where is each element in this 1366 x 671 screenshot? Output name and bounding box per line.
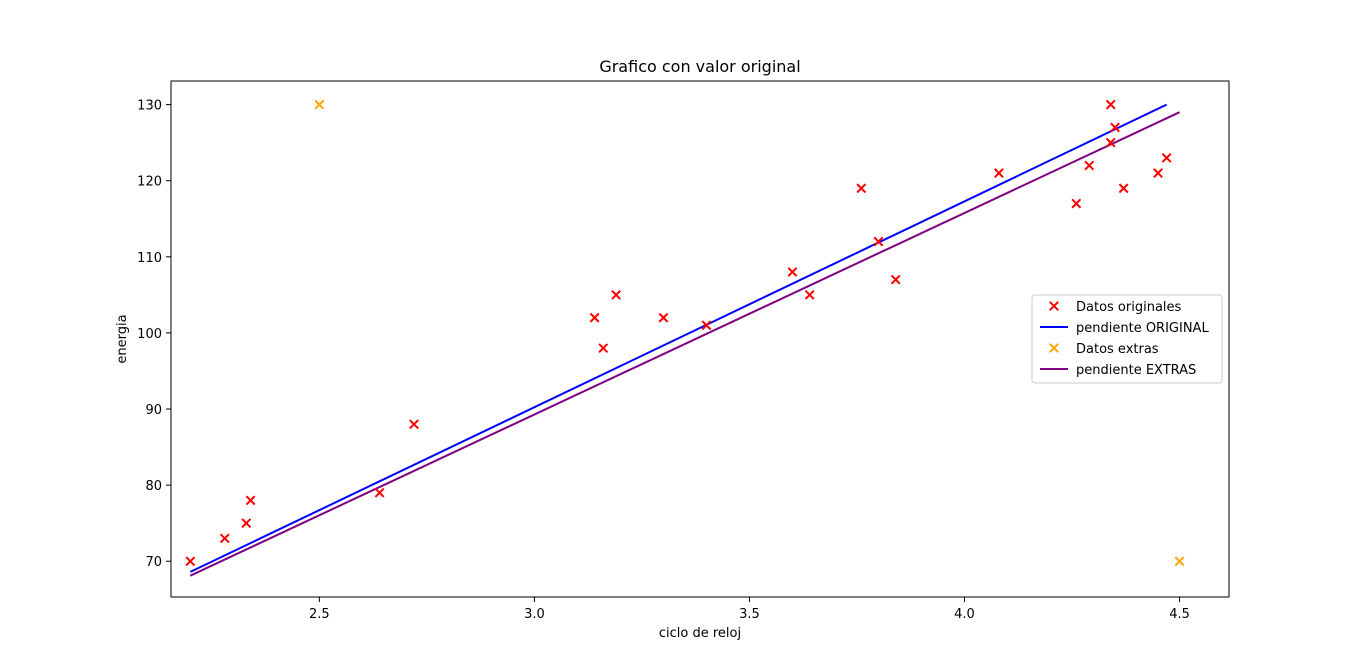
legend-label: Datos originales <box>1076 300 1182 315</box>
y-tick-label: 110 <box>137 251 162 266</box>
legend: Datos originales pendiente ORIGINAL Datos … <box>1031 294 1223 384</box>
datos-originales-point-22 <box>1118 183 1129 194</box>
datos-originales-point-15 <box>890 274 901 285</box>
datos-extras-point-0 <box>314 99 325 110</box>
datos-originales-point-11 <box>787 267 798 277</box>
legend-label: Datos extras <box>1076 342 1159 357</box>
datos-originales-point-20 <box>1105 137 1116 148</box>
y-tick-label: 100 <box>137 327 162 342</box>
datos-originales-point-6 <box>589 312 600 323</box>
legend-item-datos-extras: Datos extras <box>1049 342 1159 357</box>
legend-item-datos-originales: Datos originales <box>1049 300 1182 315</box>
legend-item-pendiente-original: pendiente ORIGINAL <box>1040 321 1209 336</box>
datos-originales-point-16 <box>993 168 1004 178</box>
y-tick-label: 90 <box>145 403 162 418</box>
datos-originales-point-7 <box>598 343 609 354</box>
datos-originales-point-21 <box>1110 122 1120 133</box>
datos-originales-point-4 <box>374 487 385 498</box>
datos-originales-point-19 <box>1105 99 1116 110</box>
legend-box <box>1031 294 1223 384</box>
x-axis-ticks: 2.5 3.0 3.5 4.0 4.5 <box>309 597 1190 622</box>
x-tick-label: 4.5 <box>1169 607 1190 622</box>
x-tick-label: 3.5 <box>739 607 760 622</box>
y-tick-label: 80 <box>145 479 162 494</box>
datos-originales-point-17 <box>1071 198 1082 209</box>
x-tick-label: 2.5 <box>309 607 330 622</box>
legend-item-pendiente-extras: pendiente EXTRAS <box>1040 363 1196 378</box>
x-axis-label: ciclo de reloj <box>659 626 741 641</box>
datos-extras-point-1 <box>1174 556 1185 567</box>
y-tick-label: 70 <box>145 555 162 570</box>
pendiente-original-line <box>189 103 1168 573</box>
datos-originales-point-10 <box>701 320 712 331</box>
x-tick-label: 4.0 <box>954 607 975 622</box>
datos-originales-point-23 <box>1153 168 1163 178</box>
pendiente-extras-line <box>189 111 1180 577</box>
datos-originales-point-2 <box>241 518 252 529</box>
legend-label: pendiente EXTRAS <box>1076 363 1196 378</box>
plot-frame <box>170 80 1230 598</box>
y-tick-label: 130 <box>137 99 162 114</box>
y-tick-label: 120 <box>137 175 162 190</box>
datos-originales-point-24 <box>1161 152 1172 163</box>
series-lines <box>189 103 1180 577</box>
datos-originales-point-5 <box>409 419 419 430</box>
chart-title: Grafico con valor original <box>599 57 800 76</box>
y-axis-label: energia <box>115 314 130 363</box>
datos-originales-point-1 <box>219 533 230 544</box>
datos-originales-point-14 <box>873 236 884 247</box>
datos-originales-point-12 <box>804 289 815 300</box>
datos-originales-point-0 <box>185 556 196 567</box>
datos-originales-point-13 <box>856 183 867 194</box>
series-points <box>185 99 1185 567</box>
datos-originales-point-9 <box>658 312 669 323</box>
x-tick-label: 3.0 <box>524 607 545 622</box>
legend-label: pendiente ORIGINAL <box>1076 321 1209 336</box>
datos-originales-point-3 <box>245 495 256 506</box>
datos-originales-point-18 <box>1084 160 1095 171</box>
y-axis-ticks: 70 80 90 100 110 120 130 <box>137 99 171 570</box>
datos-originales-point-8 <box>611 289 622 300</box>
